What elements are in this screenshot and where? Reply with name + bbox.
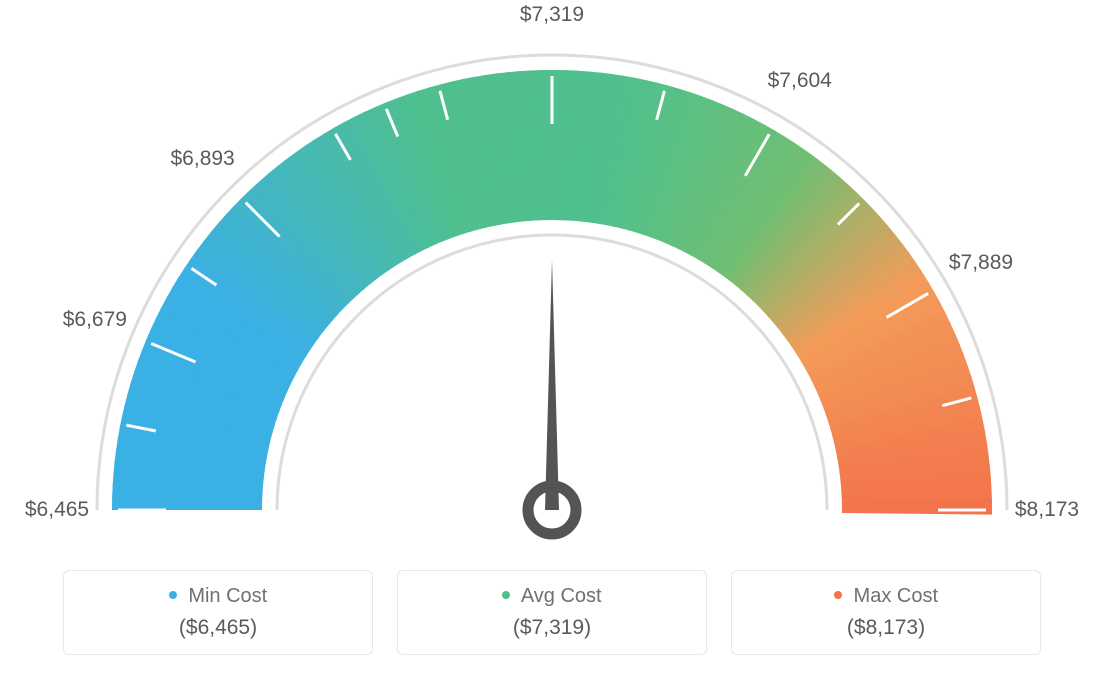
legend-min-box: Min Cost ($6,465) (63, 570, 373, 655)
gauge-tick-label: $7,889 (949, 251, 1013, 275)
dot-max-icon (834, 591, 842, 599)
gauge-svg (0, 0, 1104, 560)
legend-avg-label: Avg Cost (521, 585, 602, 607)
legend-max-label: Max Cost (854, 585, 938, 607)
legend-min-value: ($6,465) (84, 616, 352, 640)
legend-avg-value: ($7,319) (418, 616, 686, 640)
legend-max-box: Max Cost ($8,173) (731, 570, 1041, 655)
legend-avg-title: Avg Cost (418, 585, 686, 608)
gauge-tick-label: $7,319 (520, 3, 584, 27)
legend-min-title: Min Cost (84, 585, 352, 608)
gauge-tick-label: $6,679 (63, 308, 127, 332)
legend-max-title: Max Cost (752, 585, 1020, 608)
gauge-tick-label: $7,604 (768, 69, 832, 93)
legend-avg-box: Avg Cost ($7,319) (397, 570, 707, 655)
gauge-tick-label: $8,173 (1015, 498, 1079, 522)
dot-min-icon (169, 591, 177, 599)
gauge-tick-label: $6,465 (25, 498, 89, 522)
dot-avg-icon (502, 591, 510, 599)
legend-max-value: ($8,173) (752, 616, 1020, 640)
gauge-chart: $6,465 $6,679 $6,893 $7,319 $7,604 $7,889 $8,1… (0, 0, 1104, 560)
legend-row: Min Cost ($6,465) Avg Cost ($7,319) Max … (0, 570, 1104, 655)
legend-min-label: Min Cost (188, 585, 267, 607)
gauge-tick-label: $6,893 (171, 147, 235, 171)
